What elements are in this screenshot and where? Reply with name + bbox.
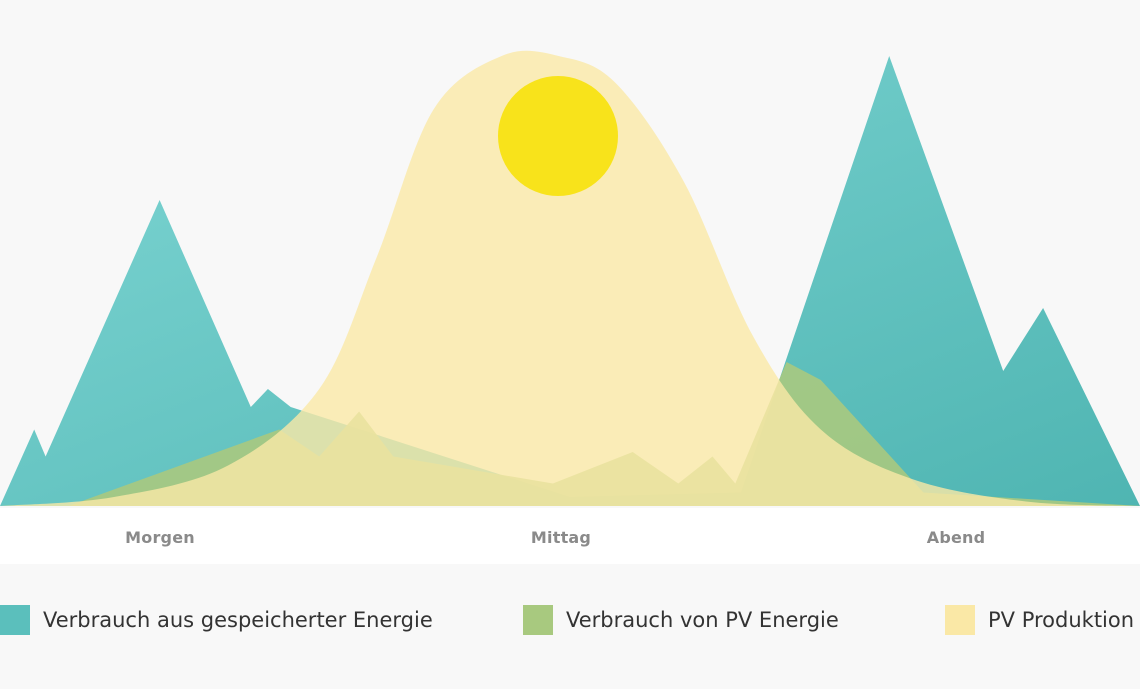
legend-label-pv-usage: Verbrauch von PV Energie	[566, 608, 839, 632]
legend-swatch-pv-production	[945, 605, 975, 635]
chart-legend: Verbrauch aus gespeicherter Energie Verb…	[0, 600, 1140, 640]
legend-item-pv-production: PV Produktion	[945, 600, 1134, 640]
x-label-morgen: Morgen	[125, 528, 195, 547]
legend-item-storage: Verbrauch aus gespeicherter Energie	[0, 600, 433, 640]
legend-swatch-pv-usage	[523, 605, 553, 635]
sun-icon	[498, 76, 618, 196]
x-label-abend: Abend	[926, 528, 986, 547]
legend-label-pv-production: PV Produktion	[988, 608, 1135, 632]
energy-area-chart	[0, 50, 1140, 507]
legend-item-pv-usage: Verbrauch von PV Energie	[523, 600, 839, 640]
series-stored-energy-area	[0, 56, 1140, 506]
legend-swatch-storage	[0, 605, 30, 635]
legend-label-storage: Verbrauch aus gespeicherter Energie	[43, 608, 433, 632]
x-label-mittag: Mittag	[530, 528, 592, 547]
x-axis-band	[0, 508, 1140, 564]
series-pv-production-area	[0, 50, 1140, 507]
